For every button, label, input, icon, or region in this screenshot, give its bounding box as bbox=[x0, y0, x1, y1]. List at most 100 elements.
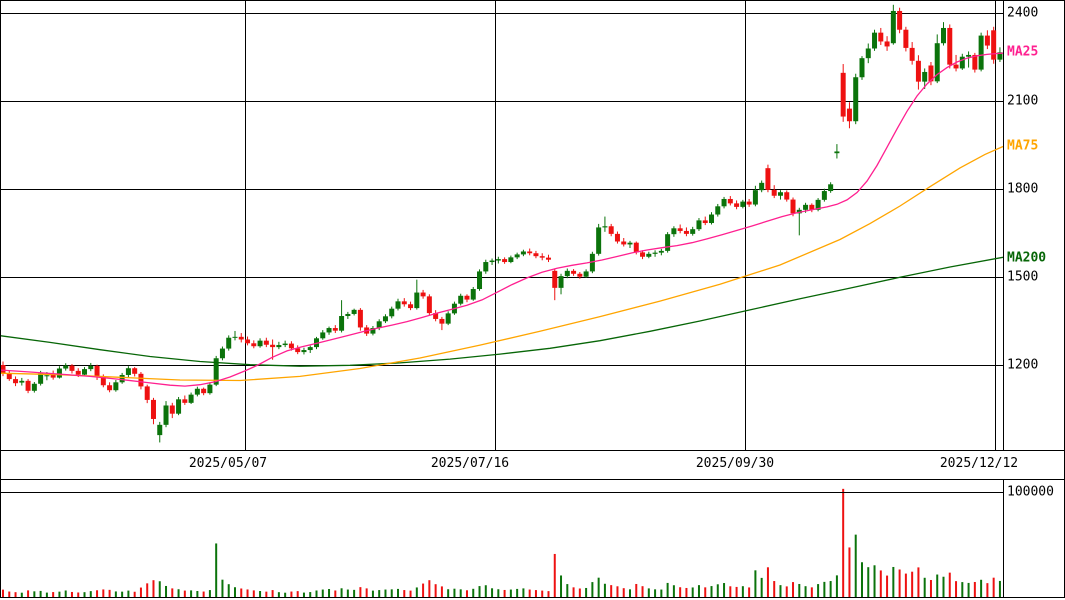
volume-bar bbox=[509, 589, 512, 597]
volume-bar bbox=[14, 592, 17, 597]
candle-body bbox=[564, 270, 570, 277]
candle-body bbox=[276, 345, 282, 348]
volume-bar bbox=[679, 587, 682, 597]
volume-bar bbox=[980, 579, 983, 597]
candle-body bbox=[853, 77, 859, 122]
volume-bar bbox=[911, 571, 914, 597]
volume-bar bbox=[183, 590, 186, 597]
volume-bar bbox=[904, 573, 907, 597]
candle-body bbox=[834, 151, 840, 154]
candle-body bbox=[150, 399, 156, 419]
volume-bar bbox=[710, 586, 713, 597]
candle-body bbox=[219, 348, 225, 359]
volume-bar bbox=[923, 577, 926, 597]
volume-bar bbox=[403, 590, 406, 597]
candle-body bbox=[176, 399, 182, 414]
candle-body bbox=[658, 250, 664, 253]
candle-body bbox=[201, 388, 207, 394]
volume-bar bbox=[484, 585, 487, 597]
volume-bar bbox=[823, 581, 826, 597]
candle-body bbox=[828, 184, 834, 192]
volume-bar bbox=[998, 580, 1001, 597]
candle-body bbox=[514, 254, 520, 258]
volume-bar bbox=[133, 591, 136, 597]
candle-body bbox=[997, 52, 1003, 60]
candle-body bbox=[119, 374, 125, 383]
volume-bar bbox=[898, 569, 901, 597]
candle-body bbox=[25, 380, 31, 391]
candle-body bbox=[351, 309, 357, 314]
volume-bar bbox=[973, 581, 976, 597]
candle-body bbox=[978, 35, 984, 70]
volume-bar bbox=[566, 584, 569, 597]
volume-bar bbox=[453, 588, 456, 597]
volume-bar bbox=[541, 590, 544, 597]
volume-bar bbox=[666, 582, 669, 597]
candle-body bbox=[752, 190, 758, 205]
volume-bar bbox=[96, 590, 99, 597]
volume-bar bbox=[233, 587, 236, 597]
candle-body bbox=[245, 339, 251, 344]
volume-bar bbox=[52, 592, 55, 597]
volume-bar bbox=[321, 589, 324, 597]
candle-body bbox=[571, 270, 577, 274]
candle-body bbox=[583, 271, 589, 277]
volume-bar bbox=[804, 586, 807, 597]
volume-bar bbox=[259, 591, 262, 597]
volume-bar bbox=[328, 589, 331, 597]
candle-body bbox=[602, 226, 608, 228]
candle-body bbox=[545, 257, 551, 260]
candle-body bbox=[376, 321, 382, 329]
volume-bar bbox=[415, 587, 418, 597]
volume-bar bbox=[139, 587, 142, 597]
candle-body bbox=[82, 369, 88, 375]
volume-bar bbox=[277, 592, 280, 597]
candle-body bbox=[884, 41, 890, 47]
volume-bar bbox=[992, 577, 995, 597]
candle-body bbox=[872, 32, 878, 49]
volume-bar bbox=[754, 570, 757, 597]
volume-bar bbox=[578, 588, 581, 597]
volume-bar bbox=[20, 592, 23, 597]
candle-body bbox=[107, 385, 113, 391]
candle-body bbox=[589, 253, 595, 272]
candle-body bbox=[13, 379, 19, 384]
candle-body bbox=[6, 373, 12, 380]
volume-bar bbox=[635, 583, 638, 597]
candle-body bbox=[326, 328, 332, 333]
candle-body bbox=[301, 350, 307, 353]
candle-body bbox=[690, 229, 696, 234]
candle-body bbox=[577, 273, 583, 277]
volume-bar bbox=[409, 590, 412, 597]
volume-bar bbox=[127, 590, 130, 597]
candle-body bbox=[464, 295, 470, 300]
top-border bbox=[0, 0, 1065, 1]
volume-bar bbox=[346, 589, 349, 597]
volume-bar bbox=[716, 584, 719, 597]
candle-body bbox=[784, 192, 790, 200]
candle-body bbox=[157, 424, 163, 436]
candle-body bbox=[38, 373, 44, 384]
candle-body bbox=[382, 316, 388, 322]
volume-bar bbox=[735, 586, 738, 597]
candle-body bbox=[288, 343, 294, 349]
candle-body bbox=[709, 214, 715, 224]
price-axis-separator bbox=[1003, 0, 1004, 450]
candle-body bbox=[677, 228, 683, 231]
candle-body bbox=[420, 292, 426, 297]
volume-bar bbox=[227, 584, 230, 597]
volume-bar bbox=[27, 590, 30, 597]
candle-body bbox=[144, 386, 150, 400]
candle-body bbox=[640, 252, 646, 257]
candle-body bbox=[314, 338, 319, 348]
candle-body bbox=[495, 259, 501, 261]
candle-body bbox=[953, 64, 959, 69]
candle-body bbox=[966, 54, 972, 57]
candle-body bbox=[132, 368, 138, 374]
candle-body bbox=[502, 259, 508, 263]
volume-bar bbox=[654, 589, 657, 597]
candle-body bbox=[727, 198, 733, 204]
candle-body bbox=[909, 47, 915, 61]
volume-bar bbox=[177, 589, 180, 597]
